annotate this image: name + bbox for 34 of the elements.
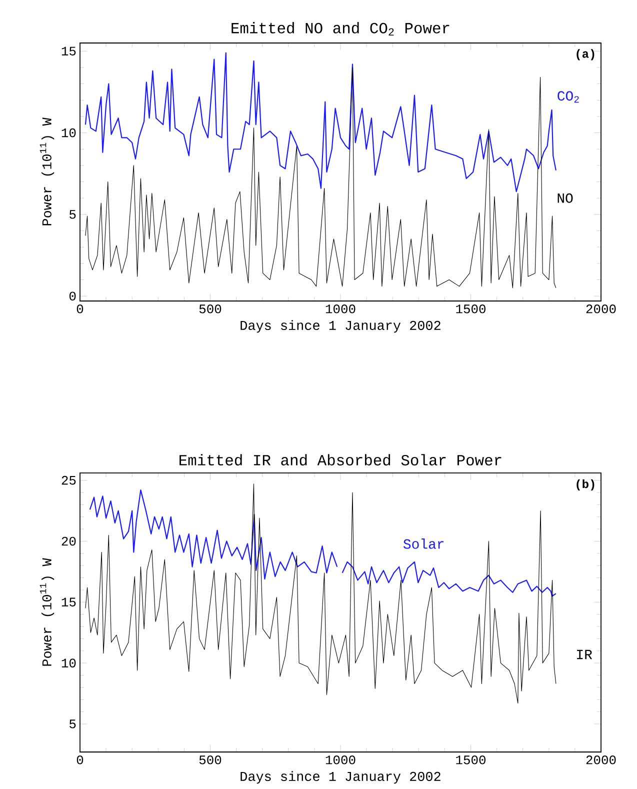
annotation: (b) (576, 479, 594, 491)
y-tick-label: 15 (62, 598, 76, 606)
x-tick-label: 1500 (456, 304, 486, 314)
line-series (84, 52, 556, 192)
chart-title: Emitted IR and Absorbed Solar Power (180, 454, 502, 466)
x-tick-label: 500 (199, 756, 222, 764)
y-axis-title: Power (10$^{11}$) W (40, 558, 54, 666)
series-label: CO$_{2}$ (558, 91, 579, 103)
y-tick-label: 15 (62, 46, 76, 56)
x-tick-label: 2000 (586, 304, 616, 314)
x-tick-label: 2000 (586, 756, 616, 764)
series-label: NO (558, 193, 573, 203)
series-label: IR (577, 650, 592, 660)
x-tick-label: 1000 (326, 756, 356, 764)
y-tick-label: 5 (70, 210, 76, 219)
y-tick-label: 20 (62, 536, 76, 546)
x-tick-label: 1000 (326, 304, 356, 314)
y-axis-title: Power (10$^{11}$) W (40, 118, 54, 226)
annotation: (a) (576, 49, 594, 60)
y-tick-label: 5 (70, 720, 76, 728)
x-axis-title: Days since 1 January 2002 (240, 320, 440, 333)
y-tick-label: 25 (62, 476, 76, 485)
x-tick-label: 500 (199, 304, 222, 314)
x-tick-label: 0 (76, 756, 84, 764)
y-tick-label: 0 (69, 292, 76, 300)
series-label: Solar (403, 538, 444, 549)
x-axis-title: Days since 1 January 2002 (240, 771, 440, 784)
line-series (85, 67, 556, 288)
line-series (85, 484, 556, 704)
x-tick-label: 1500 (456, 756, 486, 764)
x-tick-label: 0 (76, 304, 84, 314)
y-tick-label: 10 (62, 128, 76, 138)
chart-title: Emitted NO and CO$_{2}$ Power (232, 22, 450, 36)
y-tick-label: 10 (62, 658, 76, 668)
